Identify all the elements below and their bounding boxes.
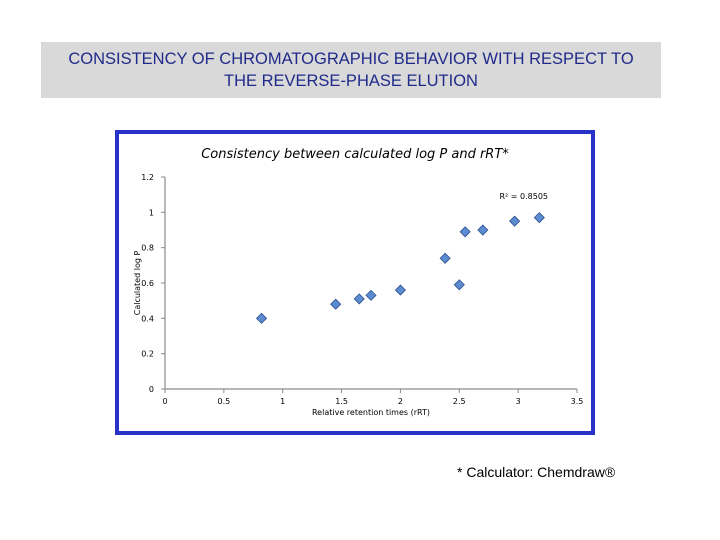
- x-tick-label: 2.5: [453, 397, 466, 406]
- x-tick-label: 0.5: [217, 397, 230, 406]
- y-tick-label: 1.2: [141, 173, 154, 182]
- data-points: [255, 212, 545, 324]
- x-tick-label: 3.5: [571, 397, 584, 406]
- data-point-marker: [453, 279, 465, 291]
- data-point-marker: [509, 215, 521, 227]
- y-tick-label: 1: [149, 208, 154, 217]
- data-point-marker: [394, 284, 406, 296]
- x-tick-label: 1.5: [335, 397, 348, 406]
- data-point-marker: [439, 252, 451, 264]
- x-axis-label: Relative retention times (rRT): [312, 408, 430, 417]
- footnote: * Calculator: Chemdraw®: [457, 464, 616, 480]
- r-squared-annotation: R² = 0.8505: [499, 192, 548, 201]
- data-point-marker: [533, 212, 545, 224]
- y-tick-label: 0.2: [141, 350, 154, 359]
- chart-frame: [115, 130, 595, 435]
- chart-title: Consistency between calculated log P and…: [201, 147, 509, 162]
- data-point-marker: [459, 226, 471, 238]
- data-point-marker: [365, 289, 377, 301]
- data-point-marker: [353, 293, 365, 305]
- x-tick-label: 1: [280, 397, 285, 406]
- tick-labels: 0 0.2 0.4 0.6 0.8 1 1.2 0 0.5 1 1.5 2 2.5 3 3.5: [141, 173, 583, 406]
- y-tick-label: 0.4: [141, 314, 154, 323]
- x-tick-label: 3: [516, 397, 521, 406]
- x-tick-label: 2: [398, 397, 403, 406]
- y-tick-label: 0.8: [141, 244, 154, 253]
- axes: [161, 176, 578, 393]
- y-tick-label: 0.6: [141, 279, 154, 288]
- y-tick-label: 0: [149, 385, 154, 394]
- data-point-marker: [330, 298, 342, 310]
- data-point-marker: [477, 224, 489, 236]
- page-title: CONSISTENCY OF CHROMATOGRAPHIC BEHAVIOR …: [68, 50, 634, 90]
- y-axis-label: Calculated log P: [133, 251, 142, 316]
- data-point-marker: [255, 312, 268, 324]
- x-tick-label: 0: [162, 397, 167, 406]
- title-banner: CONSISTENCY OF CHROMATOGRAPHIC BEHAVIOR …: [41, 42, 661, 98]
